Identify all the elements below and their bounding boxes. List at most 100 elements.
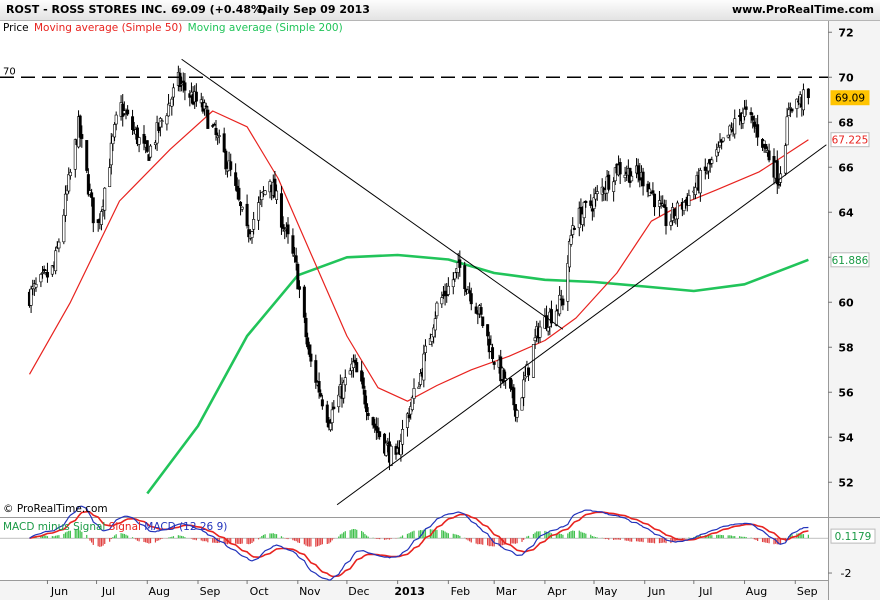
resistance-label: 70 <box>3 66 16 77</box>
date-axis-panel <box>0 580 880 600</box>
x-tick-label: 2013 <box>394 585 425 598</box>
candle <box>558 286 562 317</box>
candle-body <box>469 293 473 305</box>
candle-body <box>211 125 215 127</box>
macd-value-badge: 0.1179 <box>835 531 872 543</box>
candle <box>787 102 791 116</box>
macd-legend-signal: Signal <box>109 521 145 533</box>
y-tick-label: 64 <box>838 206 854 219</box>
candle-body <box>250 231 254 238</box>
candle-body <box>682 201 686 212</box>
candle <box>546 327 550 336</box>
candle <box>527 367 531 381</box>
candle <box>522 371 526 407</box>
macd-legend: MACD minus Signal Signal MACD (12 26 9) <box>3 521 227 533</box>
candle <box>589 194 593 209</box>
candle-body <box>103 187 107 211</box>
candle-body <box>319 393 323 397</box>
macd-signal-line <box>29 510 809 578</box>
candle-body <box>67 174 71 192</box>
candle <box>317 372 321 399</box>
candle-body <box>492 362 496 365</box>
candle-body <box>752 121 756 127</box>
candle <box>109 133 113 175</box>
candle <box>412 378 416 405</box>
candle <box>698 167 702 202</box>
x-tick-label: May <box>595 585 618 598</box>
candle <box>121 94 125 127</box>
candle <box>623 166 627 182</box>
candle-body <box>479 307 483 315</box>
candle <box>137 136 141 153</box>
candle-body <box>410 396 414 410</box>
candle <box>99 209 103 231</box>
candle <box>131 109 135 135</box>
candle-body <box>567 241 571 268</box>
candle <box>756 114 760 146</box>
candle <box>783 143 787 176</box>
candle <box>319 389 323 398</box>
candle-body <box>423 345 427 353</box>
y-tick-label: 54 <box>838 431 854 444</box>
candle-body <box>446 285 450 295</box>
candle <box>715 143 719 163</box>
candle <box>239 200 243 216</box>
candle-body <box>669 221 673 226</box>
y-tick-label: 66 <box>838 161 854 174</box>
candle <box>806 88 810 105</box>
candle <box>515 408 519 423</box>
candle-body <box>234 172 238 186</box>
candle-body <box>592 197 596 209</box>
candle <box>165 113 169 131</box>
candle <box>458 250 462 277</box>
candle-body <box>171 87 175 98</box>
candle-body <box>693 187 697 195</box>
candle-body <box>114 114 118 125</box>
candle <box>592 188 596 218</box>
candle <box>788 102 792 118</box>
candle-body <box>355 362 359 373</box>
candle <box>801 83 805 116</box>
candle-body <box>361 377 365 389</box>
candle <box>401 419 405 455</box>
y-tick-label: 70 <box>838 71 854 84</box>
candle <box>224 148 228 175</box>
candle-body <box>222 133 226 153</box>
candle-body <box>618 162 622 175</box>
candle-body <box>348 370 352 375</box>
candle <box>286 217 290 244</box>
candle-body <box>158 118 162 128</box>
candle <box>451 272 455 295</box>
site-url[interactable]: www.ProRealTime.com <box>731 3 874 16</box>
candle <box>440 291 444 308</box>
candle <box>158 116 162 137</box>
candle <box>229 153 233 177</box>
candle-body <box>317 381 321 393</box>
macd-value-badge-box <box>830 528 876 544</box>
candle-body <box>181 80 185 83</box>
candle-body <box>137 137 141 145</box>
candle <box>34 277 38 292</box>
candle <box>630 171 634 182</box>
candle-body <box>407 414 411 419</box>
candle-body <box>286 224 290 235</box>
candle-body <box>785 116 789 146</box>
candle-body <box>332 406 336 409</box>
candle-body <box>194 91 198 102</box>
candle-body <box>135 127 139 145</box>
candle <box>584 200 588 208</box>
candle-body <box>595 191 599 195</box>
candle-body <box>491 347 495 359</box>
candle <box>126 105 130 116</box>
candle <box>651 182 655 196</box>
candle-body <box>131 116 135 130</box>
candle-body <box>149 145 153 158</box>
candle <box>422 344 426 388</box>
candle-body <box>777 184 781 186</box>
candle <box>726 134 730 139</box>
candle-body <box>545 315 549 330</box>
candle-body <box>389 445 393 466</box>
ma200-badge: 61.886 <box>832 255 869 267</box>
candle <box>433 311 437 338</box>
